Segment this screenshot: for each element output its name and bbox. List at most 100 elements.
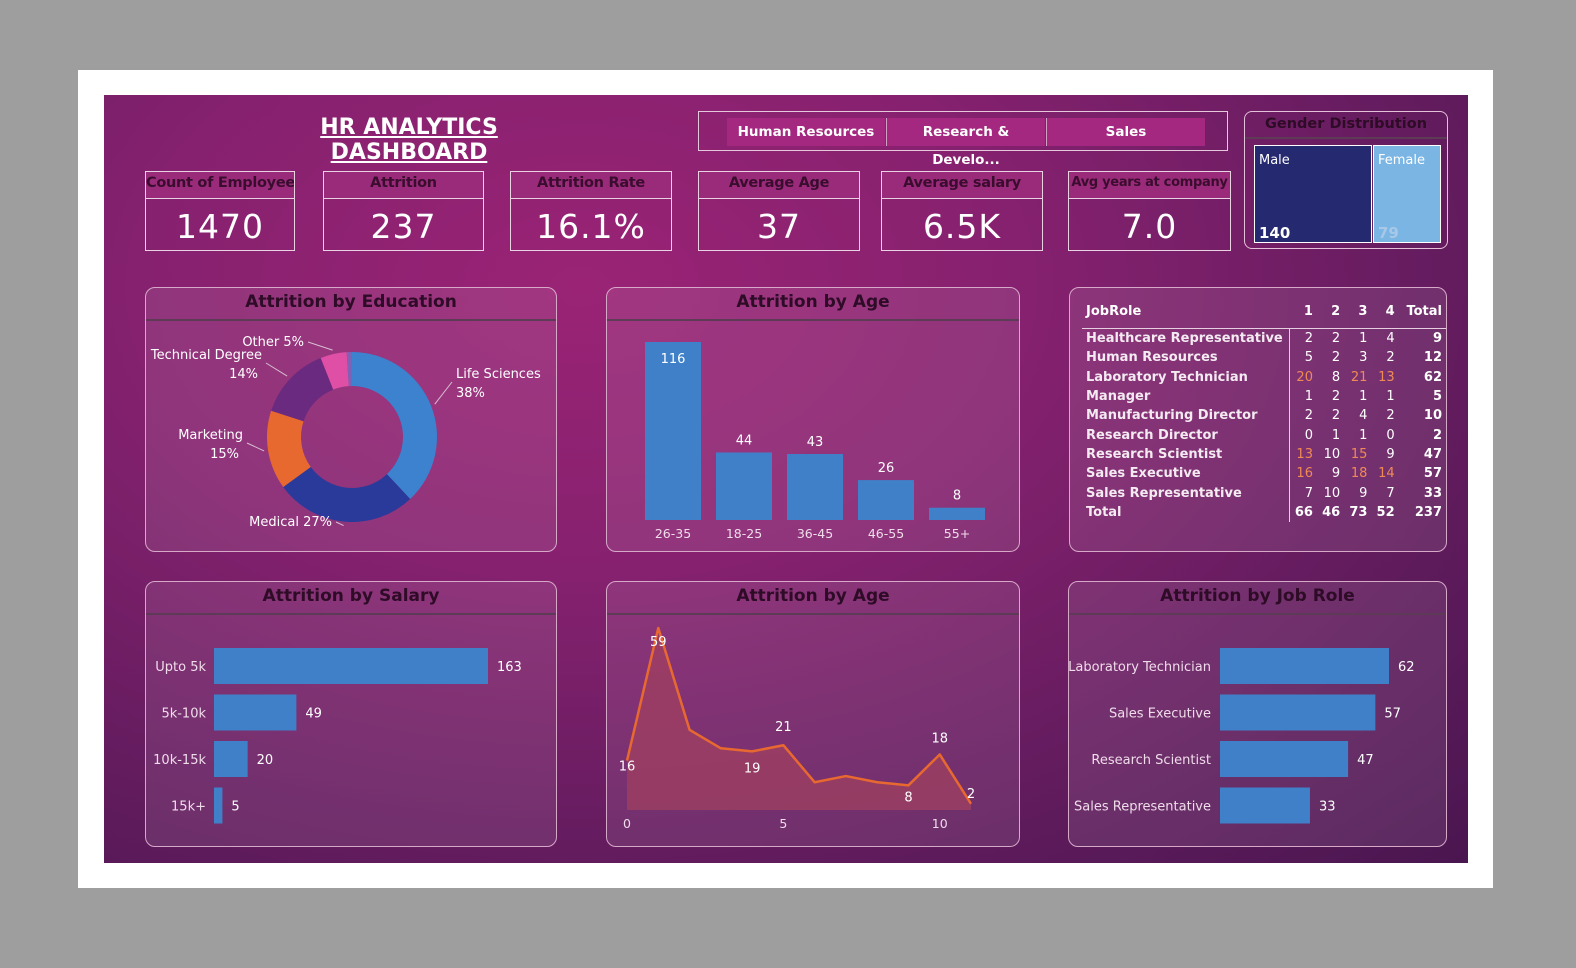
chart-title: Attrition by Job Role [1160,586,1355,606]
kpi-label: Avg years at company [1069,172,1230,199]
chart-title: Attrition by Education [245,292,457,312]
matrix-total-cell: 237 [1414,504,1442,520]
donut-slice-medical [283,466,411,522]
bar-15k [214,787,223,824]
department-slicer[interactable]: Human Resources Research & Develo... Sal… [698,111,1228,168]
jobrole-chart-card: Attrition by Job Role Laboratory Technic… [1068,581,1447,847]
matrix-value-cell: 1 [1359,389,1368,405]
matrix-header-4[interactable]: 4 [1385,303,1395,319]
matrix-value-cell: 2 [1331,408,1341,424]
bar-value-label: 33 [1319,800,1336,815]
female-label: Female [1378,153,1426,168]
x-tick-label: 10 [932,816,948,831]
bar-value-label: 47 [1357,753,1374,768]
donut-label: Technical Degree [150,348,262,363]
bar-18-25 [716,452,772,520]
kpi-card-avg-years: Avg years at company 7.0 [1068,171,1231,251]
y-category-label: Laboratory Technician [1069,660,1211,675]
matrix-value-cell: 20 [1296,369,1313,385]
donut-slice-life-sciences [352,352,437,499]
matrix-role-cell: Total [1082,502,1290,522]
matrix-value-cell: 46 [1322,504,1341,520]
donut-label: Marketing [178,428,243,443]
donut-leader-line [246,442,265,452]
slicer-option-sales[interactable]: Sales [1047,118,1205,146]
donut-slice-marketing [267,410,311,487]
chart-title-divider [146,613,556,615]
matrix-header-2[interactable]: 2 [1331,303,1341,319]
chart-title-divider [146,319,556,321]
kpi-value: 16.1% [536,207,646,246]
kpi-label: Average salary [882,172,1042,199]
matrix-total-cell: 62 [1423,369,1442,385]
data-point-label: 59 [650,635,667,650]
matrix-value-cell: 2 [1331,350,1341,366]
matrix-value-cell: 1 [1331,427,1341,443]
matrix-total-cell: 9 [1432,331,1442,347]
matrix-row[interactable]: Sales Executive 16 9 18 14 57 [1082,464,1446,484]
matrix-value-cell: 2 [1331,331,1341,347]
education-chart-card: Attrition by Education Life Sciences 38% M… [145,287,557,552]
matrix-header-total[interactable]: Total [1406,303,1442,319]
education-donut-chart: Life Sciences 38% Medical 27% Marketing 15% T… [150,335,541,530]
slicer-option-human-resources[interactable]: Human Resources [727,118,885,146]
chart-title: Attrition by Age [736,292,890,312]
matrix-value-cell: 13 [1296,446,1313,462]
bar-10k-15k [214,741,248,777]
donut-percent: 14% [229,367,258,382]
matrix-row[interactable]: Total 66 46 73 52 237 [1082,502,1446,522]
matrix-value-cell: 2 [1304,408,1313,424]
slicer-option-research[interactable]: Research & Develo... [887,118,1045,168]
matrix-value-cell: 10 [1323,485,1341,501]
x-tick-label: 26-35 [655,526,691,541]
matrix-header-1[interactable]: 1 [1303,303,1313,319]
bar-value-label: 163 [497,660,522,675]
kpi-label: Attrition Rate [511,172,671,199]
matrix-value-cell: 9 [1386,446,1395,462]
matrix-value-cell: 8 [1331,369,1341,385]
gender-title: Gender Distribution [1264,116,1428,132]
matrix-row[interactable]: Human Resources 5 2 3 2 12 [1082,348,1446,368]
matrix-role-cell: Research Director [1082,425,1290,445]
female-value: 79 [1378,224,1399,242]
matrix-role-cell: Healthcare Representative [1082,328,1290,349]
bar-36-45 [787,454,843,520]
matrix-row[interactable]: Sales Representative 7 10 9 7 33 [1082,483,1446,503]
jobrole-matrix-card: JobRole 1 2 3 4 Total Healthcare Represe… [1069,287,1447,552]
kpi-card-attrition: Attrition 237 [323,171,484,251]
salary-chart-card: Attrition by Salary Upto 5k 163 5k-10k 49 10… [145,581,557,847]
kpi-value: 6.5K [922,207,1002,246]
matrix-total-cell: 57 [1423,466,1442,482]
matrix-total-cell: 2 [1432,427,1442,443]
matrix-value-cell: 21 [1350,369,1368,385]
chart-title: Attrition by Age [736,586,890,606]
matrix-header-jobrole[interactable]: JobRole [1086,303,1142,319]
kpi-value: 1470 [176,207,264,246]
matrix-total-cell: 47 [1423,446,1442,462]
matrix-value-cell: 7 [1304,485,1313,501]
matrix-value-cell: 2 [1304,331,1313,347]
matrix-row[interactable]: Manager 1 2 1 1 5 [1082,386,1446,407]
donut-slice-technical-degree [271,357,334,422]
matrix-value-cell: 3 [1359,350,1368,366]
data-point-label: 16 [619,760,636,775]
matrix-row[interactable]: Healthcare Representative 2 2 1 4 9 [1082,328,1446,349]
female-treemap-tile[interactable]: Female 79 [1373,145,1441,243]
matrix-header-3[interactable]: 3 [1358,303,1368,319]
matrix-value-cell: 2 [1386,350,1395,366]
slicer-divider [886,118,887,146]
age-area-chart-card: Attrition by Age 16 59 19 21 8 18 2 0 5 10 [606,581,1020,847]
donut-leader-line [307,341,333,351]
matrix-row[interactable]: Research Scientist 13 10 15 9 47 [1082,444,1446,465]
matrix-total-cell: 33 [1423,485,1442,501]
bar-value-label: 49 [305,707,322,722]
matrix-total-cell: 10 [1423,408,1442,424]
matrix-row[interactable]: Laboratory Technician 20 8 21 13 62 [1082,367,1446,387]
y-category-label: Upto 5k [155,660,206,675]
matrix-value-cell: 66 [1294,504,1313,520]
matrix-row[interactable]: Manufacturing Director 2 2 4 2 10 [1082,406,1446,426]
male-treemap-tile[interactable]: Male 140 [1254,145,1372,243]
y-category-label: 15k+ [171,800,206,815]
matrix-row[interactable]: Research Director 0 1 1 0 2 [1082,425,1446,445]
donut-slice-human-resources [346,352,352,387]
